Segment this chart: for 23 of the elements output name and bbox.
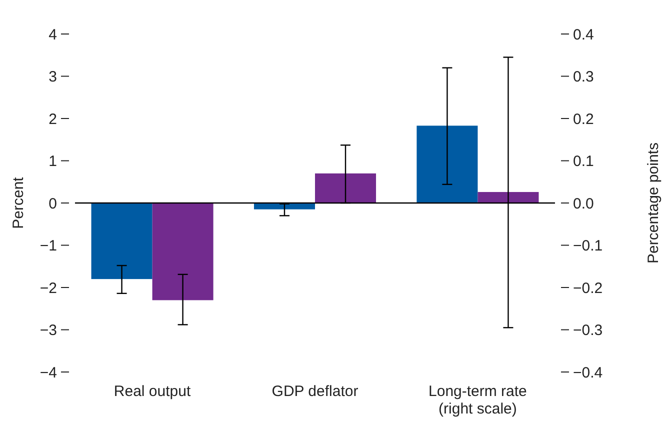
y-tick-label: 3 xyxy=(48,68,57,86)
y-axis-title: Percent xyxy=(10,176,27,229)
y2-tick-label: −0.4 xyxy=(573,364,603,382)
y-tick-label: 2 xyxy=(48,110,57,128)
y-tick-label: −3 xyxy=(40,322,57,339)
y2-tick-label: 0.3 xyxy=(573,68,594,86)
x-tick-label: Real output xyxy=(114,383,192,400)
x-tick-label: Long-term rate (right scale) xyxy=(428,383,527,418)
y-tick-label: 0 xyxy=(48,195,57,212)
y-tick-label: 1 xyxy=(48,153,57,170)
y2-axis-title: Percentage points xyxy=(645,142,662,264)
y2-tick-label: −0.3 xyxy=(573,322,603,339)
y2-tick-label: 0.2 xyxy=(573,110,594,128)
y-tick-label: 4 xyxy=(48,26,57,44)
y-tick-label: −1 xyxy=(40,238,57,254)
y2-tick-label: −0.2 xyxy=(573,280,603,297)
y2-tick-label: 0.0 xyxy=(573,195,594,212)
y-tick-label: −4 xyxy=(40,364,57,382)
y2-tick-label: 0.4 xyxy=(573,26,594,44)
y2-tick-label: 0.1 xyxy=(573,153,594,170)
x-tick-label: GDP deflator xyxy=(272,383,358,400)
y2-tick-label: −0.1 xyxy=(573,238,603,254)
y-tick-label: −2 xyxy=(40,280,57,297)
